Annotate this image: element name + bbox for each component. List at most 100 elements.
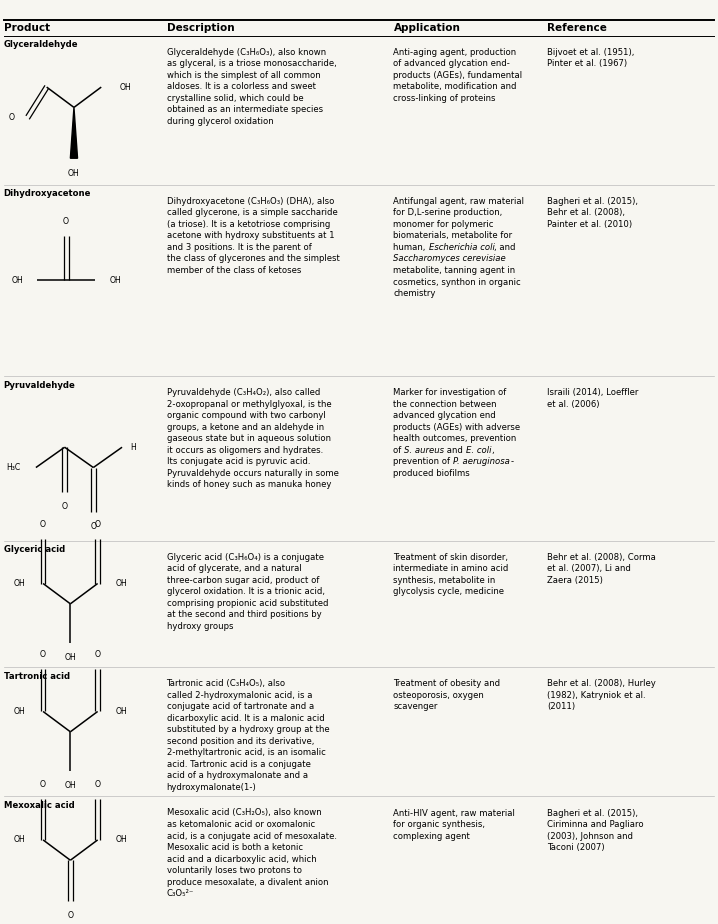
Text: which is the simplest of all common: which is the simplest of all common [167,70,320,79]
Text: Pyruvaldehyde (C₃H₄O₂), also called: Pyruvaldehyde (C₃H₄O₂), also called [167,388,320,397]
Text: biomaterials, metabolite for: biomaterials, metabolite for [393,231,513,240]
Text: for organic synthesis,: for organic synthesis, [393,820,485,829]
Text: O: O [63,217,69,225]
Text: health outcomes, prevention: health outcomes, prevention [393,434,517,444]
Text: osteoporosis, oxygen: osteoporosis, oxygen [393,690,484,699]
Text: Pyruvaldehyde occurs naturally in some: Pyruvaldehyde occurs naturally in some [167,468,338,478]
Text: produce mesoxalate, a divalent anion: produce mesoxalate, a divalent anion [167,878,328,887]
Text: and: and [444,445,466,455]
Text: Zaera (2015): Zaera (2015) [547,576,603,585]
Text: Taconi (2007): Taconi (2007) [547,843,605,852]
Text: OH: OH [116,707,127,716]
Text: OH: OH [68,168,80,177]
Text: Glyceraldehyde: Glyceraldehyde [4,40,78,49]
Text: Dihydroxyacetone (C₃H₆O₃) (DHA), also: Dihydroxyacetone (C₃H₆O₃) (DHA), also [167,197,334,206]
Text: C₃O₅²⁻: C₃O₅²⁻ [167,889,194,898]
Text: called 2-hydroxymalonic acid, is a: called 2-hydroxymalonic acid, is a [167,690,312,699]
Text: advanced glycation end: advanced glycation end [393,411,496,420]
Text: OH: OH [11,276,23,285]
Text: ,: , [492,445,494,455]
Text: O: O [40,780,46,789]
Text: crystalline solid, which could be: crystalline solid, which could be [167,93,303,103]
Text: 2-methyltartronic acid, is an isomalic: 2-methyltartronic acid, is an isomalic [167,748,325,758]
Text: it occurs as oligomers and hydrates.: it occurs as oligomers and hydrates. [167,445,323,455]
Text: O: O [40,520,46,529]
Text: O: O [67,911,73,920]
Text: hydroxymalonate(1-): hydroxymalonate(1-) [167,783,256,792]
Text: acid, is a conjugate acid of mesoxalate.: acid, is a conjugate acid of mesoxalate. [167,832,337,841]
Text: Bagheri et al. (2015),: Bagheri et al. (2015), [547,197,638,206]
Text: OH: OH [14,835,25,845]
Text: H: H [131,443,136,452]
Text: chemistry: chemistry [393,289,436,298]
Text: Marker for investigation of: Marker for investigation of [393,388,507,397]
Text: O: O [40,650,46,659]
Text: gaseous state but in aqueous solution: gaseous state but in aqueous solution [167,434,330,444]
Text: conjugate acid of tartronate and a: conjugate acid of tartronate and a [167,702,314,711]
Text: as ketomalonic acid or oxomalonic: as ketomalonic acid or oxomalonic [167,820,314,829]
Text: hydroxy groups: hydroxy groups [167,622,233,631]
Text: the class of glycerones and the simplest: the class of glycerones and the simplest [167,254,340,263]
Text: acid of glycerate, and a natural: acid of glycerate, and a natural [167,564,302,573]
Text: member of the class of ketoses: member of the class of ketoses [167,266,301,275]
Text: Pinter et al. (1967): Pinter et al. (1967) [547,59,628,68]
Text: acid and a dicarboxylic acid, which: acid and a dicarboxylic acid, which [167,855,316,864]
Text: Behr et al. (2008), Hurley: Behr et al. (2008), Hurley [547,679,656,688]
Text: Ciriminna and Pagliaro: Ciriminna and Pagliaro [547,820,644,829]
Text: Treatment of skin disorder,: Treatment of skin disorder, [393,553,508,562]
Text: comprising propionic acid substituted: comprising propionic acid substituted [167,599,328,608]
Text: dicarboxylic acid. It is a malonic acid: dicarboxylic acid. It is a malonic acid [167,713,325,723]
Text: Bijvoet et al. (1951),: Bijvoet et al. (1951), [547,47,635,56]
Text: OH: OH [14,707,25,716]
Text: Mesoxalic acid (C₃H₂O₅), also known: Mesoxalic acid (C₃H₂O₅), also known [167,808,321,818]
Text: (a triose). It is a ketotriose comprising: (a triose). It is a ketotriose comprisin… [167,220,330,229]
Text: Dihydroxyacetone: Dihydroxyacetone [4,189,91,199]
Text: OH: OH [109,276,121,285]
Text: Product: Product [4,23,50,33]
Text: acid of a hydroxymalonate and a: acid of a hydroxymalonate and a [167,772,308,781]
Text: synthesis, metabolite in: synthesis, metabolite in [393,576,495,585]
Text: Painter et al. (2010): Painter et al. (2010) [547,220,633,229]
Text: substituted by a hydroxy group at the: substituted by a hydroxy group at the [167,725,329,735]
Text: Reference: Reference [547,23,607,33]
Text: three-carbon sugar acid, product of: three-carbon sugar acid, product of [167,576,319,585]
Text: O: O [95,650,101,659]
Text: acetone with hydroxy substituents at 1: acetone with hydroxy substituents at 1 [167,231,334,240]
Text: the connection between: the connection between [393,399,497,408]
Text: O: O [95,780,101,789]
Text: Tartronic acid (C₃H₄O₅), also: Tartronic acid (C₃H₄O₅), also [167,679,286,688]
Text: second position and its derivative,: second position and its derivative, [167,736,314,746]
Text: organic compound with two carbonyl: organic compound with two carbonyl [167,411,325,420]
Text: O: O [95,520,101,529]
Text: for D,L-serine production,: for D,L-serine production, [393,208,503,217]
Text: OH: OH [65,781,76,790]
Text: metabolite, tanning agent in: metabolite, tanning agent in [393,266,516,275]
Text: products (AGEs), fundamental: products (AGEs), fundamental [393,70,523,79]
Text: , and: , and [495,243,516,252]
Text: Glyceric acid: Glyceric acid [4,545,65,554]
Text: 2-oxopropanal or methylglyoxal, is the: 2-oxopropanal or methylglyoxal, is the [167,399,331,408]
Text: scavenger: scavenger [393,702,438,711]
Text: of: of [393,445,404,455]
Text: Mexoxalic acid: Mexoxalic acid [4,801,75,810]
Text: Antifungal agent, raw material: Antifungal agent, raw material [393,197,524,206]
Text: aldoses. It is a colorless and sweet: aldoses. It is a colorless and sweet [167,82,316,91]
Text: (1982), Katryniok et al.: (1982), Katryniok et al. [547,690,645,699]
Text: Pyruvaldehyde: Pyruvaldehyde [4,381,75,390]
Text: human,: human, [393,243,429,252]
Text: OH: OH [65,653,76,662]
Text: O: O [90,522,96,531]
Text: P. aeruginosa: P. aeruginosa [453,457,510,467]
Text: monomer for polymeric: monomer for polymeric [393,220,494,229]
Text: glycolysis cycle, medicine: glycolysis cycle, medicine [393,587,505,596]
Text: intermediate in amino acid: intermediate in amino acid [393,564,509,573]
Text: obtained as an intermediate species: obtained as an intermediate species [167,105,322,115]
Text: Glyceraldehyde (C₃H₆O₃), also known: Glyceraldehyde (C₃H₆O₃), also known [167,47,326,56]
Text: O: O [9,113,14,122]
Text: Mesoxalic acid is both a ketonic: Mesoxalic acid is both a ketonic [167,843,303,852]
Text: of advanced glycation end-: of advanced glycation end- [393,59,510,68]
Text: -: - [510,457,513,467]
Text: OH: OH [119,82,131,91]
Text: H₃C: H₃C [6,463,20,472]
Text: Application: Application [393,23,460,33]
